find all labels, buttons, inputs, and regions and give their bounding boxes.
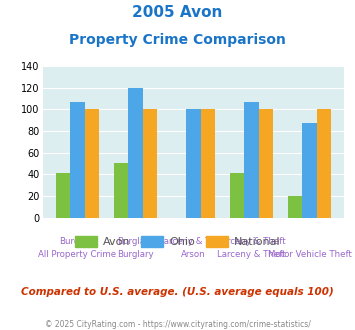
Text: Burglary: Burglary bbox=[117, 250, 154, 259]
Bar bbox=[317, 109, 331, 218]
Bar bbox=[114, 162, 128, 218]
Bar bbox=[128, 88, 143, 218]
Legend: Avon, Ohio, National: Avon, Ohio, National bbox=[70, 232, 285, 252]
Bar bbox=[85, 109, 99, 218]
Bar bbox=[244, 102, 259, 218]
Bar bbox=[302, 123, 317, 218]
Bar bbox=[288, 196, 302, 218]
Bar bbox=[186, 109, 201, 218]
Bar bbox=[201, 109, 215, 218]
Text: Larceny & Theft: Larceny & Theft bbox=[159, 237, 228, 246]
Text: All Property Crime: All Property Crime bbox=[38, 250, 116, 259]
Bar bbox=[56, 173, 70, 218]
Bar bbox=[70, 102, 85, 218]
Text: © 2025 CityRating.com - https://www.cityrating.com/crime-statistics/: © 2025 CityRating.com - https://www.city… bbox=[45, 320, 310, 329]
Text: Burglary: Burglary bbox=[59, 237, 96, 246]
Bar bbox=[230, 173, 244, 218]
Text: Compared to U.S. average. (U.S. average equals 100): Compared to U.S. average. (U.S. average … bbox=[21, 287, 334, 297]
Bar bbox=[259, 109, 273, 218]
Text: Larceny & Theft: Larceny & Theft bbox=[217, 237, 286, 246]
Text: 2005 Avon: 2005 Avon bbox=[132, 5, 223, 20]
Text: Arson: Arson bbox=[181, 250, 206, 259]
Text: Property Crime Comparison: Property Crime Comparison bbox=[69, 33, 286, 47]
Text: Larceny & Theft: Larceny & Theft bbox=[217, 250, 286, 259]
Text: Motor Vehicle Theft: Motor Vehicle Theft bbox=[268, 250, 351, 259]
Text: Burglary: Burglary bbox=[117, 237, 154, 246]
Bar bbox=[143, 109, 157, 218]
